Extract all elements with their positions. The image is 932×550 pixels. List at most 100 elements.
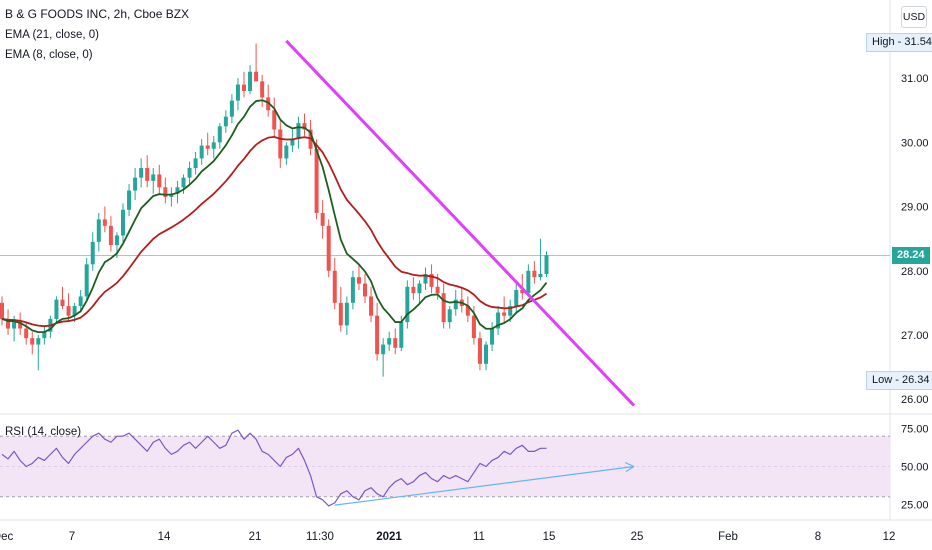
candle-body (66, 306, 71, 316)
price-tick-label: 29.00 (901, 202, 929, 214)
candle-body (163, 187, 168, 197)
candle-body (326, 225, 331, 271)
candle-body (423, 273, 428, 284)
candle-body (205, 145, 210, 149)
candle-body (350, 277, 355, 303)
candle-body (441, 293, 446, 323)
candle-body (242, 84, 246, 91)
candle-body (235, 84, 240, 101)
candle-body (229, 100, 234, 117)
candle-body (223, 116, 228, 127)
candle-body (72, 306, 77, 316)
rsi-tick-label: 75.00 (901, 424, 929, 436)
candle-body (193, 158, 198, 169)
ema21-line (1, 136, 547, 328)
candle-body (78, 296, 83, 307)
candle-body (399, 322, 404, 348)
candle-body (502, 312, 507, 316)
candle-body (151, 174, 156, 181)
candle-body (90, 241, 95, 265)
candle-body (514, 290, 519, 307)
candle-body (356, 277, 361, 284)
time-tick-label: 8 (815, 531, 821, 543)
high-price-tag: High - 31.54 (866, 33, 932, 52)
candle-body (405, 286, 410, 323)
time-tick-label: 12 (883, 531, 896, 543)
candle-body (145, 168, 150, 181)
candle-body (526, 270, 531, 294)
time-tick-label: 11:30 (306, 531, 334, 543)
candle-body (496, 312, 501, 329)
price-tick-label: 30.00 (901, 137, 929, 149)
candle-body (6, 318, 11, 329)
candle-body (127, 190, 132, 210)
candle-body (532, 270, 537, 278)
candle-body (102, 219, 107, 226)
candle-body (266, 97, 271, 111)
symbol-legend: B & G FOODS INC, 2h, Cboe BZX (5, 7, 190, 21)
candle-body (490, 328, 495, 345)
candle-body (484, 344, 488, 364)
candle-body (248, 71, 253, 91)
candle-body (296, 123, 301, 140)
candle-body (175, 187, 180, 194)
candle-body (54, 299, 59, 319)
candle-body (0, 302, 4, 319)
time-tick-label: 2021 (376, 531, 402, 543)
time-tick-label: 11 (473, 531, 485, 543)
candle-body (302, 123, 307, 130)
candle-body (84, 264, 89, 297)
candle-body (381, 344, 386, 355)
candle-body (157, 174, 162, 188)
candle-body (435, 286, 440, 294)
rsi-trendline (334, 465, 635, 506)
price-tick-label: 27.00 (901, 330, 929, 342)
candle-body (133, 177, 138, 191)
candle-body (538, 273, 543, 278)
candle-body (278, 129, 283, 159)
candle-body (344, 302, 349, 326)
last-price-tag: 28.24 (892, 247, 930, 264)
price-tick-label: 31.00 (901, 73, 929, 85)
candle-body (139, 168, 144, 178)
candle-body (471, 315, 476, 339)
rsi-tick-label: 25.00 (901, 499, 929, 511)
candle-body (96, 219, 101, 242)
time-tick-label: 15 (543, 531, 556, 543)
time-tick-label: 7 (69, 531, 75, 543)
candle-body (181, 177, 186, 188)
currency-button[interactable]: USD (901, 6, 927, 28)
low-price-tag: Low - 26.34 (866, 371, 932, 390)
candle-body (363, 283, 367, 297)
candle-body (393, 338, 398, 348)
candle-body (30, 338, 35, 345)
candle-body (387, 338, 392, 345)
time-tick-label: Feb (718, 531, 738, 543)
candle-body (217, 126, 222, 143)
time-tick-label: 25 (631, 531, 644, 543)
candle-body (369, 296, 374, 316)
candle-body (42, 331, 47, 339)
candle-body (429, 273, 434, 287)
candle-body (211, 142, 216, 149)
candle-body (447, 309, 452, 323)
candle-body (18, 322, 23, 329)
candle-body (465, 306, 470, 316)
price-tick-label: 26.00 (901, 394, 929, 406)
candle-body (375, 315, 380, 355)
time-tick-label: Dec (0, 531, 13, 543)
candle-body (121, 209, 125, 236)
candle-body (544, 255, 549, 274)
time-tick-label: 14 (158, 531, 171, 543)
candle-body (477, 338, 482, 364)
candle-body (417, 283, 422, 294)
candle-body (199, 145, 204, 159)
ema21-legend: EMA (21, close, 0) (5, 29, 99, 41)
rsi-tick-label: 50.00 (901, 462, 929, 474)
candle-body (314, 148, 319, 213)
rsi-trendline-arrowhead (624, 461, 635, 473)
candle-body (272, 110, 277, 130)
candle-body (332, 270, 337, 303)
candle-body (12, 322, 17, 329)
